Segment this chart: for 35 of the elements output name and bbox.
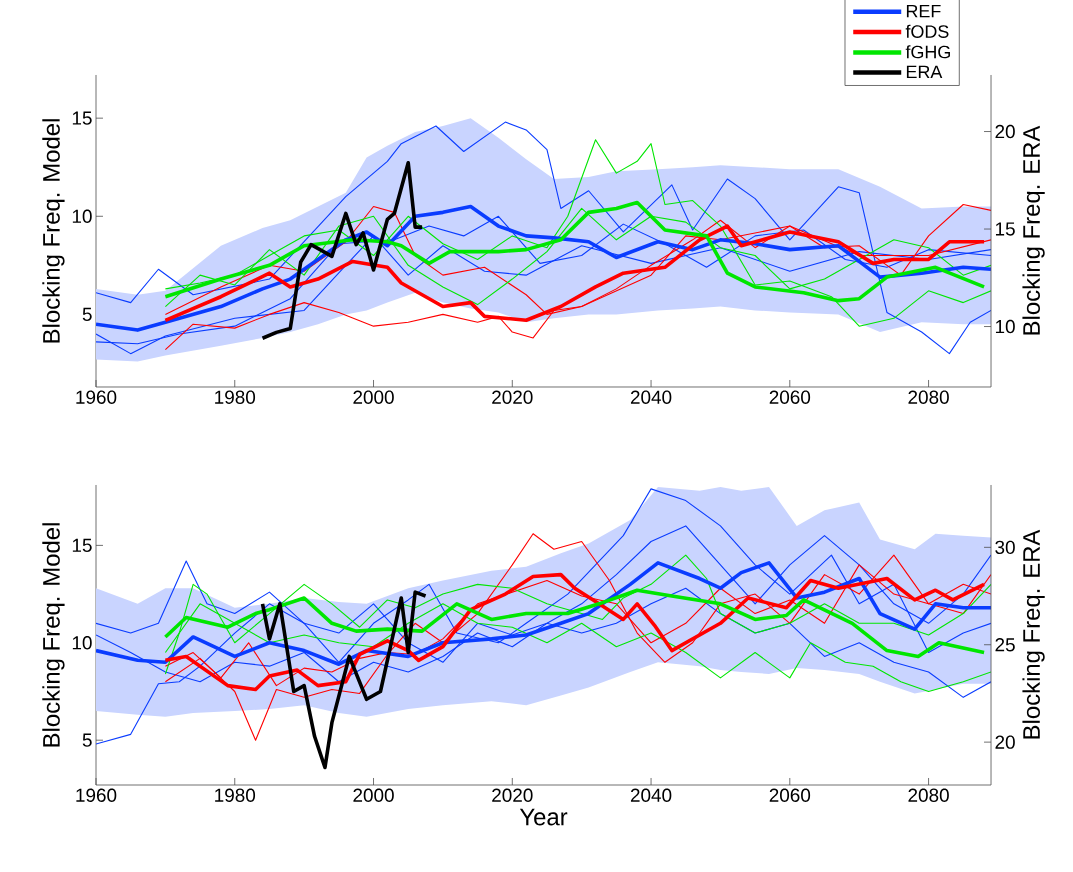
y-tick-label: 10: [72, 209, 92, 223]
y2-axis-title: Blocking Freq. ERA: [1022, 529, 1045, 739]
x-tick-label: 2000: [353, 788, 394, 802]
y-tick-label: 5: [82, 307, 92, 321]
x-tick-label: 2040: [630, 390, 672, 404]
y2-tick-label: 20: [995, 735, 1015, 749]
y-axis-title: Blocking Freq. Model: [42, 119, 65, 343]
legend-label: fGHG: [905, 45, 950, 59]
y2-tick-label: 25: [995, 638, 1015, 652]
x-tick-label: 2020: [492, 390, 533, 404]
x-tick-label: 2060: [769, 390, 811, 404]
x-tick-label: 2020: [492, 788, 533, 802]
y2-tick-label: 20: [995, 124, 1015, 139]
y2-tick-label: 15: [995, 222, 1015, 236]
y-axis-title: Blocking Freq. Model: [42, 523, 65, 747]
y-tick-label: 15: [72, 111, 92, 125]
x-tick-label: 2080: [908, 788, 949, 802]
x-tick-label: 2060: [769, 788, 811, 802]
x-tick-label: 1960: [76, 788, 117, 802]
x-tick-label: 2080: [908, 390, 949, 404]
y-tick-label: 10: [72, 636, 92, 650]
y-tick-label: 15: [72, 538, 92, 552]
x-tick-label: 2000: [353, 390, 394, 404]
legend-label: ERA: [906, 65, 943, 79]
x-tick-label: 1960: [76, 390, 117, 404]
y2-tick-label: 10: [995, 319, 1015, 334]
y2-tick-label: 30: [995, 540, 1015, 555]
y2-axis-title: Blocking Freq. ERA: [1022, 125, 1045, 335]
y-tick-label: 5: [82, 733, 92, 747]
x-tick-label: 1980: [215, 788, 256, 802]
x-tick-label: 2040: [630, 788, 672, 802]
legend-label: fODS: [905, 24, 949, 38]
x-axis-title: Year: [519, 808, 568, 826]
x-tick-label: 1980: [215, 390, 256, 404]
legend-label: REF: [906, 4, 941, 18]
